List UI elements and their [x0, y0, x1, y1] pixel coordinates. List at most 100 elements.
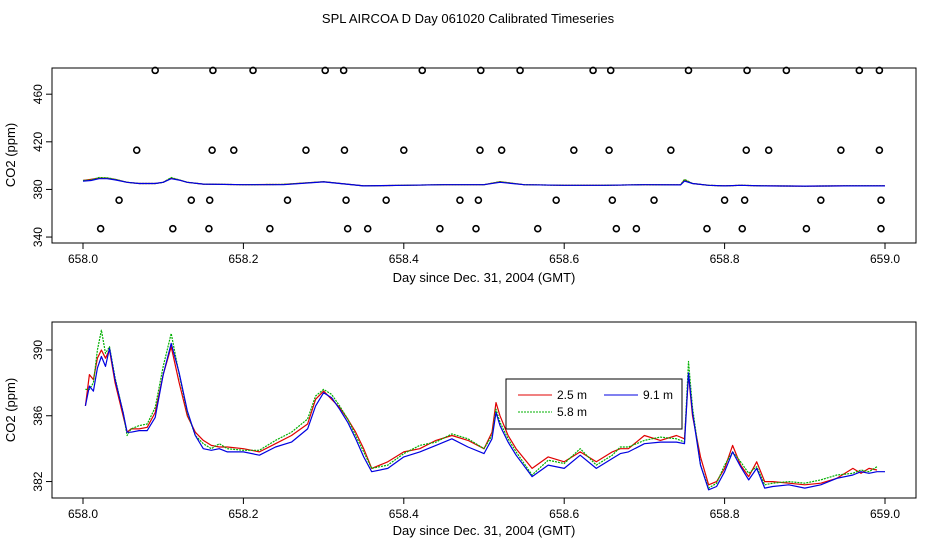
- legend-label-2-5m: 2.5 m: [557, 388, 587, 402]
- legend-box: [505, 378, 683, 430]
- scatter-point: [877, 224, 885, 233]
- scatter-point: [302, 146, 310, 154]
- scatter-point: [209, 66, 217, 75]
- scatter-point: [472, 224, 480, 233]
- scatter-point: [436, 224, 444, 233]
- bottom-panel: 658.0 658.2 658.4 658.6 658.8 659.0 382 386 390…: [3, 321, 917, 538]
- scatter-point: [605, 146, 613, 154]
- scatter-point: [740, 196, 749, 204]
- scatter-point: [249, 66, 257, 75]
- scatter-point: [742, 146, 751, 154]
- top-y-axis: 340 380 420 460: [31, 84, 52, 247]
- series-line-2-5-m: [84, 346, 878, 486]
- scatter-point: [667, 146, 675, 154]
- y-tick-label: 340: [31, 227, 45, 247]
- scatter-point: [476, 146, 484, 154]
- x-tick-label: 658.6: [549, 507, 579, 521]
- scatter-point: [340, 146, 349, 154]
- x-tick-label: 658.4: [389, 252, 419, 266]
- x-tick-label: 658.2: [228, 507, 258, 521]
- x-tick-label: 658.2: [228, 252, 258, 266]
- top-panel: 658.0 658.2 658.4 658.6 658.8 659.0 340 380 420…: [3, 66, 917, 285]
- scatter-point: [720, 196, 729, 204]
- bottom-x-axis: 658.0 658.2 658.4 658.6 658.8 659.0: [68, 498, 900, 521]
- bottom-plot-marks: [84, 329, 885, 491]
- scatter-point: [782, 66, 791, 75]
- x-tick-label: 658.0: [68, 507, 98, 521]
- scatter-point: [205, 196, 214, 204]
- top-x-axis: 658.0 658.2 658.4 658.6 658.8 659.0: [68, 243, 900, 266]
- scatter-point: [205, 224, 213, 233]
- series-line-9-1-m: [82, 178, 885, 187]
- scatter-point: [229, 146, 238, 154]
- scatter-point: [363, 224, 372, 233]
- series-line-9-1-m: [84, 342, 885, 491]
- scatter-point: [96, 224, 105, 233]
- scatter-point: [321, 66, 330, 75]
- figure-title: SPL AIRCOA D Day 061020 Calibrated Times…: [322, 11, 615, 26]
- x-tick-label: 658.6: [549, 252, 579, 266]
- x-tick-label: 658.4: [389, 507, 419, 521]
- x-tick-label: 659.0: [870, 252, 900, 266]
- scatter-point: [533, 224, 542, 233]
- scatter-point: [516, 66, 524, 75]
- y-tick-label: 420: [31, 131, 45, 151]
- scatter-point: [612, 224, 621, 233]
- scatter-point: [115, 196, 123, 204]
- scatter-point: [382, 196, 390, 204]
- bottom-y-axis-label: CO2 (ppm): [3, 378, 18, 442]
- scatter-point: [743, 66, 751, 75]
- legend: 2.5 m 9.1 m 5.8 m: [505, 378, 683, 430]
- legend-label-9-1m: 9.1 m: [643, 388, 673, 402]
- scatter-point: [497, 146, 506, 154]
- scatter-point: [208, 146, 216, 154]
- scatter-point: [855, 66, 864, 75]
- scatter-point: [132, 146, 141, 154]
- x-tick-label: 658.8: [710, 252, 740, 266]
- top-y-axis-label: CO2 (ppm): [3, 123, 18, 187]
- scatter-point: [608, 196, 617, 204]
- scatter-point: [476, 66, 485, 75]
- scatter-point: [343, 224, 352, 233]
- scatter-point: [283, 196, 292, 204]
- bottom-x-axis-label: Day since Dec. 31, 2004 (GMT): [393, 523, 576, 538]
- scatter-point: [606, 66, 615, 75]
- scatter-point: [877, 196, 885, 204]
- top-plot-frame: [51, 67, 917, 244]
- scatter-point: [802, 224, 811, 233]
- scatter-point: [456, 196, 464, 204]
- y-tick-label: 382: [31, 471, 45, 491]
- scatter-point: [151, 66, 159, 75]
- scatter-point: [552, 196, 560, 204]
- bottom-y-axis: 382 386 390: [31, 340, 52, 492]
- y-tick-label: 380: [31, 179, 45, 199]
- x-tick-label: 658.8: [710, 507, 740, 521]
- scatter-point: [738, 224, 747, 233]
- scatter-point: [187, 196, 196, 204]
- y-tick-label: 390: [31, 340, 45, 360]
- scatter-point: [764, 146, 773, 154]
- scatter-point: [817, 196, 825, 204]
- scatter-point: [875, 146, 884, 154]
- top-x-axis-label: Day since Dec. 31, 2004 (GMT): [393, 270, 576, 285]
- scatter-point: [342, 196, 350, 204]
- scatter-point: [684, 66, 693, 75]
- scatter-point: [570, 146, 578, 154]
- scatter-point: [875, 66, 884, 75]
- y-tick-label: 460: [31, 84, 45, 104]
- scatter-point: [703, 224, 711, 233]
- bottom-plot-frame: [51, 321, 917, 499]
- x-tick-label: 659.0: [870, 507, 900, 521]
- scatter-point: [632, 224, 641, 233]
- x-tick-label: 658.0: [68, 252, 98, 266]
- scatter-point: [650, 196, 658, 204]
- scatter-point: [399, 146, 408, 154]
- scatter-point: [169, 224, 177, 233]
- scatter-point: [474, 196, 483, 204]
- top-plot-marks: [82, 66, 885, 233]
- scatter-point: [589, 66, 597, 75]
- scatter-point: [837, 146, 845, 154]
- y-tick-label: 386: [31, 405, 45, 425]
